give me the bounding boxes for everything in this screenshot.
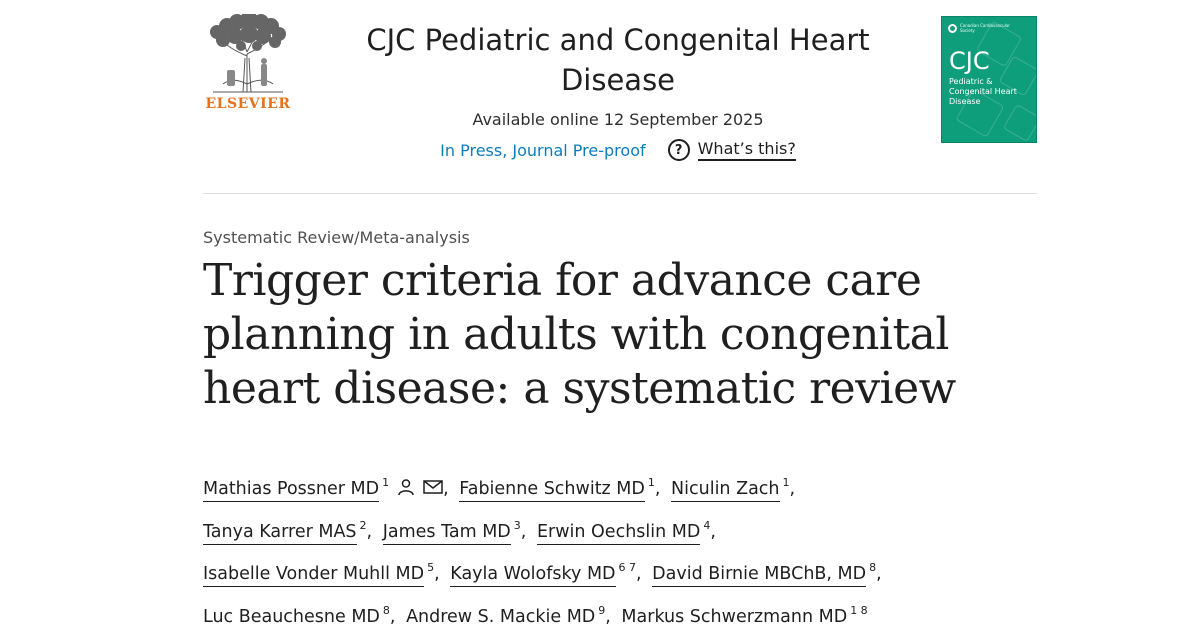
in-press-link[interactable]: In Press, Journal Pre-proof <box>440 140 646 160</box>
author[interactable]: Andrew S. Mackie MD 9 <box>406 604 605 625</box>
author[interactable]: Tanya Karrer MAS 2 <box>203 519 367 545</box>
cover-abbrev: CJC <box>949 47 990 75</box>
author[interactable]: Niculin Zach 1 <box>671 476 790 502</box>
author[interactable]: Fabienne Schwitz MD 1 <box>459 476 655 502</box>
person-icon <box>398 479 414 496</box>
author[interactable]: Kayla Wolofsky MD 6 7 <box>450 561 636 587</box>
article-title: Trigger criteria for advance care planni… <box>203 255 956 414</box>
elsevier-wordmark: ELSEVIER <box>205 96 291 112</box>
header-divider <box>203 193 1037 194</box>
journal-cover[interactable]: Canadian Cardiovascular Society CJC Pedi… <box>941 16 1037 143</box>
elsevier-logo[interactable]: ELSEVIER <box>203 11 293 114</box>
whats-this-button[interactable]: ? What’s this? <box>667 139 796 161</box>
elsevier-tree-logo <box>210 11 286 93</box>
author-list: Mathias Possner MD 1, Fabienne Schwitz MD… <box>203 465 1037 625</box>
article-type: Systematic Review/Meta-analysis <box>203 228 470 247</box>
author[interactable]: Luc Beauchesne MD 8 <box>203 604 390 625</box>
author[interactable]: David Birnie MBChB, MD 8 <box>652 561 876 587</box>
author[interactable]: Isabelle Vonder Muhll MD 5 <box>203 561 434 587</box>
society-mark-icon <box>948 24 957 33</box>
author[interactable]: James Tam MD 3 <box>382 519 521 545</box>
journal-info: CJC Pediatric and Congenital Heart Disea… <box>333 20 903 161</box>
author[interactable]: Mathias Possner MD 1 <box>203 476 443 502</box>
mail-icon[interactable] <box>423 479 443 495</box>
journal-header: ELSEVIER CJC Pediatric and Congenital He… <box>203 11 1037 194</box>
cover-subtitle: Pediatric & Congenital Heart Disease <box>949 77 1017 106</box>
cover-society: Canadian Cardiovascular Society <box>960 23 1010 33</box>
help-circle-icon: ? <box>667 139 690 161</box>
journal-title-link[interactable]: CJC Pediatric and Congenital Heart Disea… <box>366 23 870 97</box>
status-row: In Press, Journal Pre-proof ? What’s thi… <box>333 139 903 161</box>
available-online-date: Available online 12 September 2025 <box>472 110 764 129</box>
whats-this-label: What’s this? <box>697 139 796 161</box>
author[interactable]: Markus Schwerzmann MD 1 8 <box>621 604 868 625</box>
author[interactable]: Erwin Oechslin MD 4 <box>536 519 710 545</box>
